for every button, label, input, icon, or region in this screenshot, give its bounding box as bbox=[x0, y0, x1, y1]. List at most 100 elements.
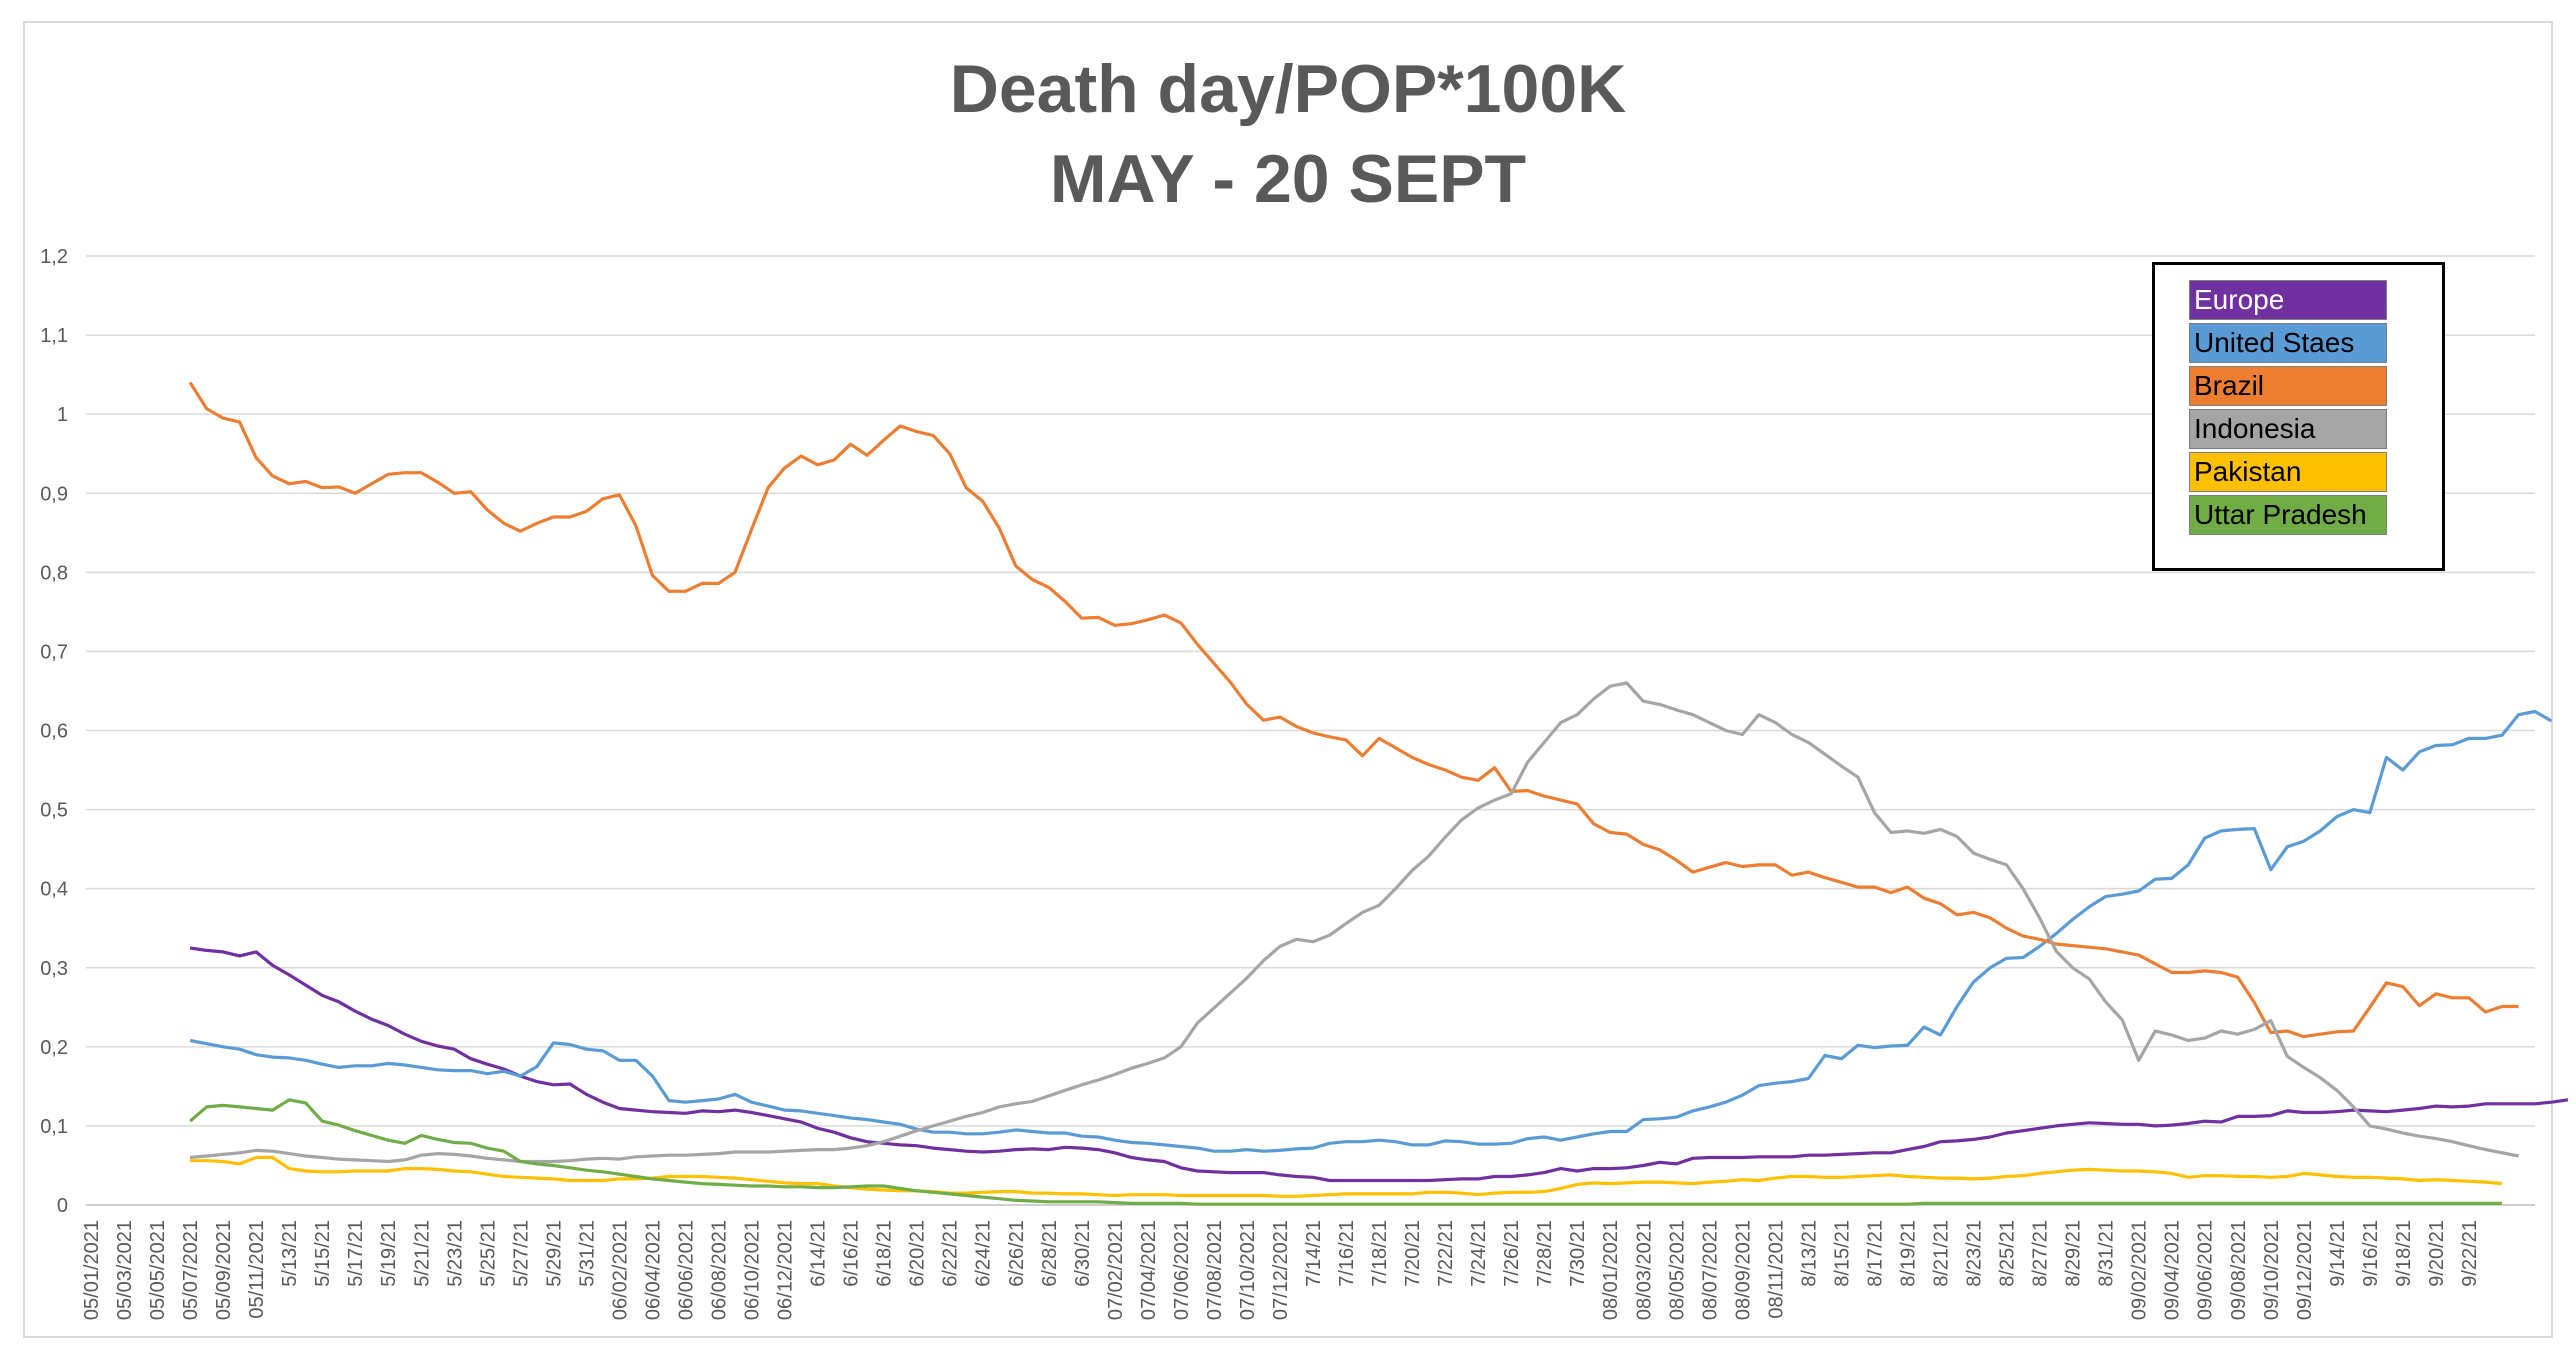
x-tick-label: 5/23/21 bbox=[444, 1220, 466, 1287]
x-tick-label: 09/04/2021 bbox=[2162, 1220, 2184, 1320]
x-tick-label: 7/30/21 bbox=[1567, 1220, 1589, 1287]
chart-frame bbox=[23, 21, 2553, 1338]
x-tick-label: 08/09/2021 bbox=[1732, 1220, 1754, 1320]
x-tick-label: 09/02/2021 bbox=[2129, 1220, 2151, 1320]
y-tick-label: 0,3 bbox=[40, 958, 68, 980]
chart-subtitle: MAY - 20 SEPT bbox=[1049, 141, 1527, 217]
x-tick-label: 5/29/21 bbox=[543, 1220, 565, 1287]
x-tick-label: 06/04/2021 bbox=[642, 1220, 664, 1320]
x-tick-label: 07/02/2021 bbox=[1105, 1220, 1127, 1320]
x-tick-label: 06/12/2021 bbox=[775, 1220, 797, 1320]
x-tick-label: 7/24/21 bbox=[1468, 1220, 1490, 1287]
series-line-europe bbox=[189, 946, 2569, 1183]
x-tick-label: 07/06/2021 bbox=[1171, 1220, 1193, 1320]
legend-item-pakistan: Pakistan bbox=[2189, 452, 2387, 492]
x-tick-label: 5/31/21 bbox=[576, 1220, 598, 1287]
x-tick-label: 6/26/21 bbox=[1006, 1220, 1028, 1287]
x-tick-label: 7/26/21 bbox=[1501, 1220, 1523, 1287]
x-tick-label: 6/16/21 bbox=[841, 1220, 863, 1287]
y-tick-label: 1,2 bbox=[40, 246, 68, 268]
x-tick-label: 7/18/21 bbox=[1369, 1220, 1391, 1287]
x-tick-label: 7/20/21 bbox=[1402, 1220, 1424, 1287]
y-tick-label: 0,2 bbox=[40, 1037, 68, 1059]
x-tick-label: 6/18/21 bbox=[874, 1220, 896, 1287]
y-tick-label: 0,6 bbox=[40, 721, 68, 743]
x-tick-label: 05/07/2021 bbox=[180, 1220, 202, 1320]
y-tick-label: 0,4 bbox=[40, 879, 68, 901]
x-tick-label: 7/22/21 bbox=[1435, 1220, 1457, 1287]
x-tick-label: 8/25/21 bbox=[1997, 1220, 2019, 1287]
x-tick-label: 05/01/2021 bbox=[81, 1220, 103, 1320]
x-tick-label: 05/09/2021 bbox=[213, 1220, 235, 1320]
series-line-united-staes bbox=[189, 709, 2553, 1153]
x-tick-label: 7/28/21 bbox=[1534, 1220, 1556, 1287]
x-tick-label: 6/22/21 bbox=[940, 1220, 962, 1287]
x-tick-label: 8/19/21 bbox=[1897, 1220, 1919, 1287]
x-tick-label: 7/16/21 bbox=[1336, 1220, 1358, 1287]
x-tick-label: 05/05/2021 bbox=[147, 1220, 169, 1320]
x-tick-label: 5/21/21 bbox=[411, 1220, 433, 1287]
x-tick-label: 8/13/21 bbox=[1798, 1220, 1820, 1287]
y-tick-label: 1 bbox=[57, 404, 68, 426]
x-tick-label: 6/30/21 bbox=[1072, 1220, 1094, 1287]
y-tick-label: 1,1 bbox=[40, 325, 68, 347]
x-tick-label: 07/10/2021 bbox=[1237, 1220, 1259, 1320]
x-tick-label: 06/06/2021 bbox=[675, 1220, 697, 1320]
x-tick-label: 9/22/21 bbox=[2459, 1220, 2481, 1287]
x-tick-label: 09/12/2021 bbox=[2294, 1220, 2316, 1320]
x-tick-label: 08/07/2021 bbox=[1699, 1220, 1721, 1320]
x-tick-label: 7/14/21 bbox=[1303, 1220, 1325, 1287]
legend-item-brazil: Brazil bbox=[2189, 366, 2387, 406]
x-tick-label: 9/18/21 bbox=[2393, 1220, 2415, 1287]
x-tick-label: 08/05/2021 bbox=[1666, 1220, 1688, 1320]
legend-item-united-states: United Staes bbox=[2189, 323, 2387, 363]
x-tick-label: 08/03/2021 bbox=[1633, 1220, 1655, 1320]
x-tick-label: 5/25/21 bbox=[477, 1220, 499, 1287]
y-tick-label: 0,5 bbox=[40, 800, 68, 822]
x-tick-label: 8/23/21 bbox=[1964, 1220, 1986, 1287]
y-tick-label: 0,1 bbox=[40, 1116, 68, 1138]
y-tick-label: 0,8 bbox=[40, 562, 68, 584]
x-tick-label: 08/01/2021 bbox=[1600, 1220, 1622, 1320]
x-tick-label: 8/31/21 bbox=[2096, 1220, 2118, 1287]
x-tick-label: 06/02/2021 bbox=[609, 1220, 631, 1320]
x-tick-label: 5/27/21 bbox=[510, 1220, 532, 1287]
x-tick-label: 07/12/2021 bbox=[1270, 1220, 1292, 1320]
x-tick-label: 6/24/21 bbox=[973, 1220, 995, 1287]
chart-title: Death day/POP*100K bbox=[949, 51, 1627, 127]
x-tick-label: 05/11/2021 bbox=[246, 1220, 268, 1319]
x-tick-label: 6/28/21 bbox=[1039, 1220, 1061, 1287]
x-tick-label: 6/14/21 bbox=[808, 1220, 830, 1287]
x-tick-label: 5/17/21 bbox=[345, 1220, 367, 1287]
series-line-pakistan bbox=[190, 1155, 2503, 1198]
y-tick-label: 0 bbox=[57, 1195, 68, 1217]
legend-item-indonesia: Indonesia bbox=[2189, 409, 2387, 449]
x-tick-label: 8/27/21 bbox=[2030, 1220, 2052, 1287]
x-tick-label: 05/03/2021 bbox=[114, 1220, 136, 1320]
x-tick-label: 09/06/2021 bbox=[2195, 1220, 2217, 1320]
x-tick-label: 5/13/21 bbox=[279, 1220, 301, 1287]
x-tick-label: 5/19/21 bbox=[378, 1220, 400, 1287]
x-tick-label: 8/21/21 bbox=[1931, 1220, 1953, 1287]
x-tick-label: 8/17/21 bbox=[1864, 1220, 1886, 1287]
series-line-indonesia bbox=[189, 681, 2519, 1164]
legend: Europe United Staes Brazil Indonesia Pak… bbox=[2152, 262, 2445, 571]
x-tick-label: 9/14/21 bbox=[2327, 1220, 2349, 1287]
x-tick-label: 5/15/21 bbox=[312, 1220, 334, 1287]
x-tick-label: 08/11/2021 bbox=[1765, 1220, 1787, 1319]
y-tick-label: 0,9 bbox=[40, 483, 68, 505]
legend-item-uttar-pradesh: Uttar Pradesh bbox=[2189, 495, 2387, 535]
x-tick-label: 07/08/2021 bbox=[1204, 1220, 1226, 1320]
x-tick-label: 06/08/2021 bbox=[709, 1220, 731, 1320]
x-tick-label: 07/04/2021 bbox=[1138, 1220, 1160, 1320]
x-tick-label: 8/15/21 bbox=[1831, 1220, 1853, 1287]
x-tick-label: 09/08/2021 bbox=[2228, 1220, 2250, 1320]
x-tick-label: 06/10/2021 bbox=[742, 1220, 764, 1320]
x-tick-label: 9/16/21 bbox=[2360, 1220, 2382, 1287]
x-tick-label: 9/20/21 bbox=[2426, 1220, 2448, 1287]
x-tick-label: 6/20/21 bbox=[907, 1220, 929, 1287]
series-line-uttar-pradesh bbox=[189, 1098, 2502, 1206]
x-tick-label: 8/29/21 bbox=[2063, 1220, 2085, 1287]
x-tick-label: 09/10/2021 bbox=[2261, 1220, 2283, 1320]
